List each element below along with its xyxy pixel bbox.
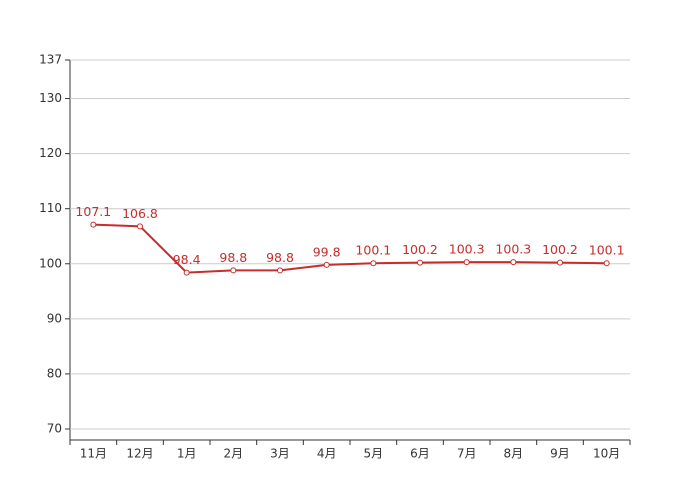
point: [277, 267, 283, 274]
y-tick-label: 130: [39, 91, 62, 105]
data-label: 99.8: [313, 244, 341, 259]
point: [557, 259, 563, 266]
point: [463, 259, 470, 266]
x-tick-label: 3月: [270, 447, 290, 461]
data-label: 100.2: [542, 242, 578, 257]
x-tick-label: 5月: [364, 447, 384, 461]
x-tick-label: 11月: [80, 447, 107, 461]
y-tick-label: 70: [47, 421, 62, 435]
data-label: 98.4: [173, 252, 201, 267]
x-tick-label: 2月: [224, 447, 244, 461]
point: [183, 269, 190, 276]
point: [230, 267, 237, 274]
point: [417, 259, 423, 266]
x-tick-label: 9月: [550, 447, 570, 461]
y-tick-label: 100: [39, 256, 62, 270]
data-label: 98.8: [219, 250, 247, 265]
y-tick-label: 110: [39, 201, 62, 215]
data-label: 107.1: [75, 204, 111, 219]
data-label: 100.2: [402, 242, 438, 257]
data-label: 100.1: [355, 243, 391, 258]
data-label: 100.1: [589, 243, 625, 258]
point: [323, 261, 330, 268]
line: [93, 223, 607, 274]
y-tick-label: 137: [39, 53, 62, 67]
x-tick-label: 10月: [593, 447, 620, 461]
point: [90, 221, 97, 228]
y-tick-label: 80: [47, 366, 62, 380]
x-tick-label: 7月: [457, 447, 477, 461]
point: [370, 260, 377, 267]
x-tick-label: 1月: [177, 447, 197, 461]
data-label: 106.8: [122, 206, 158, 221]
x-tick-label: 4月: [317, 447, 337, 461]
data-label: 100.3: [449, 242, 485, 257]
point: [603, 260, 610, 267]
point: [137, 223, 143, 230]
data-label: 98.8: [266, 250, 294, 265]
point: [510, 259, 517, 266]
y-tick-label: 120: [39, 146, 62, 160]
data-label: 100.3: [495, 242, 531, 257]
y-tick-label: 90: [47, 311, 62, 325]
x-tick-label: 8月: [504, 447, 524, 461]
x-tick-label: 6月: [410, 447, 430, 461]
x-tick-label: 12月: [126, 447, 153, 461]
